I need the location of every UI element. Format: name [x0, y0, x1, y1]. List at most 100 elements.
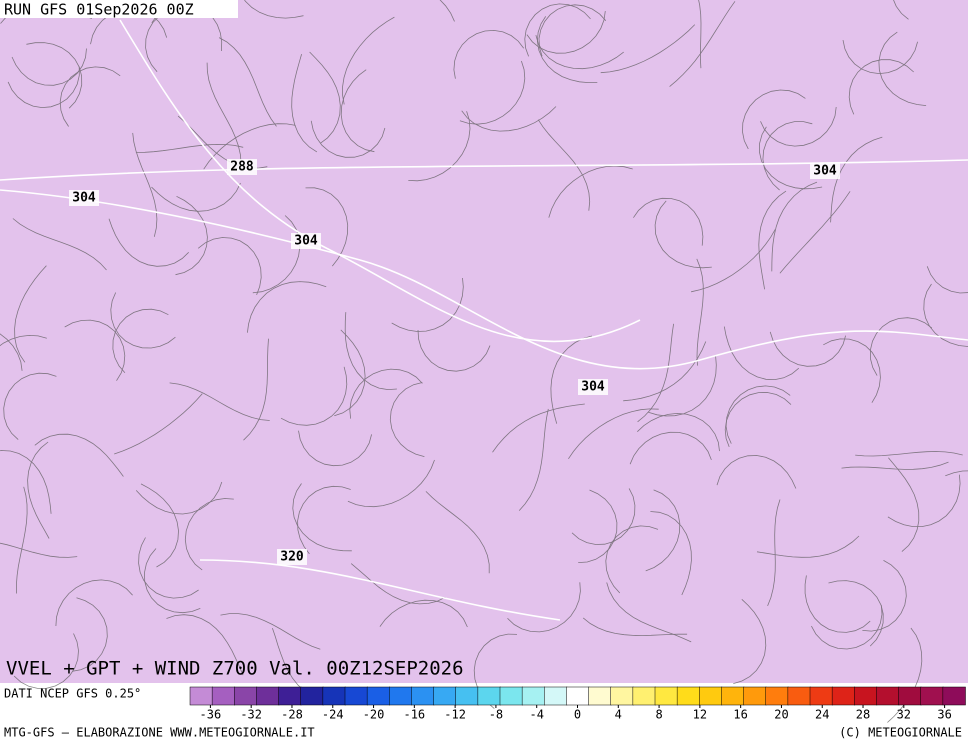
streamline [862, 560, 907, 632]
streamline [848, 59, 914, 115]
streamline [887, 627, 923, 723]
streamline [0, 334, 47, 347]
streamline [645, 489, 681, 572]
streamline [878, 31, 927, 106]
colorbar-tick-label: -16 [403, 708, 425, 722]
streamline [548, 165, 633, 218]
streamline [650, 511, 692, 596]
streamline [605, 525, 659, 594]
colorbar-swatch [389, 686, 413, 706]
streamline [391, 277, 464, 332]
streamline [698, 0, 702, 69]
streamline [453, 29, 525, 79]
colorbar-swatch [322, 686, 346, 706]
streamline [524, 3, 591, 57]
streamline [244, 0, 304, 19]
colorbar-swatch [876, 686, 900, 706]
streamline [14, 265, 47, 363]
streamline [247, 281, 327, 333]
streamline [696, 258, 704, 366]
streamline [175, 195, 208, 276]
streamline [291, 53, 318, 153]
contour-label-bg [291, 233, 321, 249]
streamline [887, 474, 961, 527]
colorbar-swatch [521, 686, 546, 706]
streamline [823, 338, 881, 403]
colorbar-tick-label: 0 [574, 708, 581, 722]
streamline [830, 136, 883, 223]
streamline [537, 119, 591, 211]
streamline [59, 66, 121, 127]
streamline [298, 430, 372, 467]
streamline [3, 372, 57, 440]
streamline [389, 382, 425, 457]
streamline [292, 483, 352, 552]
colorbar-tick-label: 24 [815, 708, 829, 722]
colorbar-swatch [344, 686, 368, 706]
streamline [0, 333, 23, 371]
streamline [349, 368, 423, 419]
streamline [309, 51, 341, 144]
colorbar-swatch [831, 686, 856, 706]
streamline [804, 575, 871, 633]
colorbar-swatch [765, 686, 789, 706]
streamline [578, 489, 618, 563]
streamline [716, 455, 797, 489]
colorbar-swatch [433, 686, 457, 706]
footer-left: MTG-GFS — ELABORAZIONE WWW.METEOGIORNALE… [4, 726, 315, 740]
colorbar-swatch [588, 686, 612, 706]
streamline [538, 4, 607, 57]
colorbar-swatch [455, 686, 479, 706]
streamline [34, 433, 124, 477]
colorbar-swatch [942, 686, 966, 706]
streamline [842, 40, 918, 75]
streamline [417, 329, 491, 372]
streamline [439, 0, 455, 22]
colorbar-tick-label: 4 [615, 708, 622, 722]
colorbar-tick-label: -20 [363, 708, 385, 722]
streamline [828, 580, 884, 647]
streamline [623, 341, 707, 402]
streamline [535, 34, 624, 70]
streamline [518, 408, 549, 511]
streamline [654, 200, 712, 269]
contour-label: 304 [294, 234, 318, 249]
streamline [379, 599, 468, 628]
contour-label-bg [810, 163, 840, 179]
streamline [132, 132, 158, 237]
footer-right: (C) METEOGIORNALE [839, 726, 962, 740]
colorbar-swatch [632, 686, 656, 706]
contour-label: 320 [280, 550, 304, 565]
streamline [252, 215, 301, 294]
colorbar-tick-label: 8 [655, 708, 662, 722]
streamline [945, 470, 968, 477]
source-label: DATI NCEP GFS 0.25° [4, 687, 141, 701]
streamline [724, 392, 792, 448]
streamline [203, 123, 296, 170]
streamline [347, 459, 435, 508]
streamline [15, 486, 28, 594]
streamline [55, 579, 133, 627]
streamline [140, 483, 179, 568]
colorbar-swatch [721, 686, 745, 706]
colorbar-tick-label: 12 [693, 708, 707, 722]
contour-label: 288 [230, 160, 254, 175]
colorbar-swatch [411, 686, 435, 706]
streamline [305, 187, 349, 267]
colorbar-swatch [743, 686, 767, 706]
streamline [218, 37, 277, 127]
streamline [64, 319, 126, 381]
streamline [280, 366, 348, 426]
streamline [344, 312, 397, 391]
streamline [582, 617, 688, 636]
streamline [334, 329, 366, 417]
colorbar-swatch [477, 686, 501, 706]
streamline [568, 408, 659, 460]
streamline [310, 120, 386, 158]
streamline [725, 385, 791, 444]
streamline [13, 633, 79, 689]
contour-label: 304 [581, 380, 605, 395]
colorbar-swatch [920, 686, 944, 706]
streamline [507, 582, 581, 633]
streamline [27, 441, 50, 539]
